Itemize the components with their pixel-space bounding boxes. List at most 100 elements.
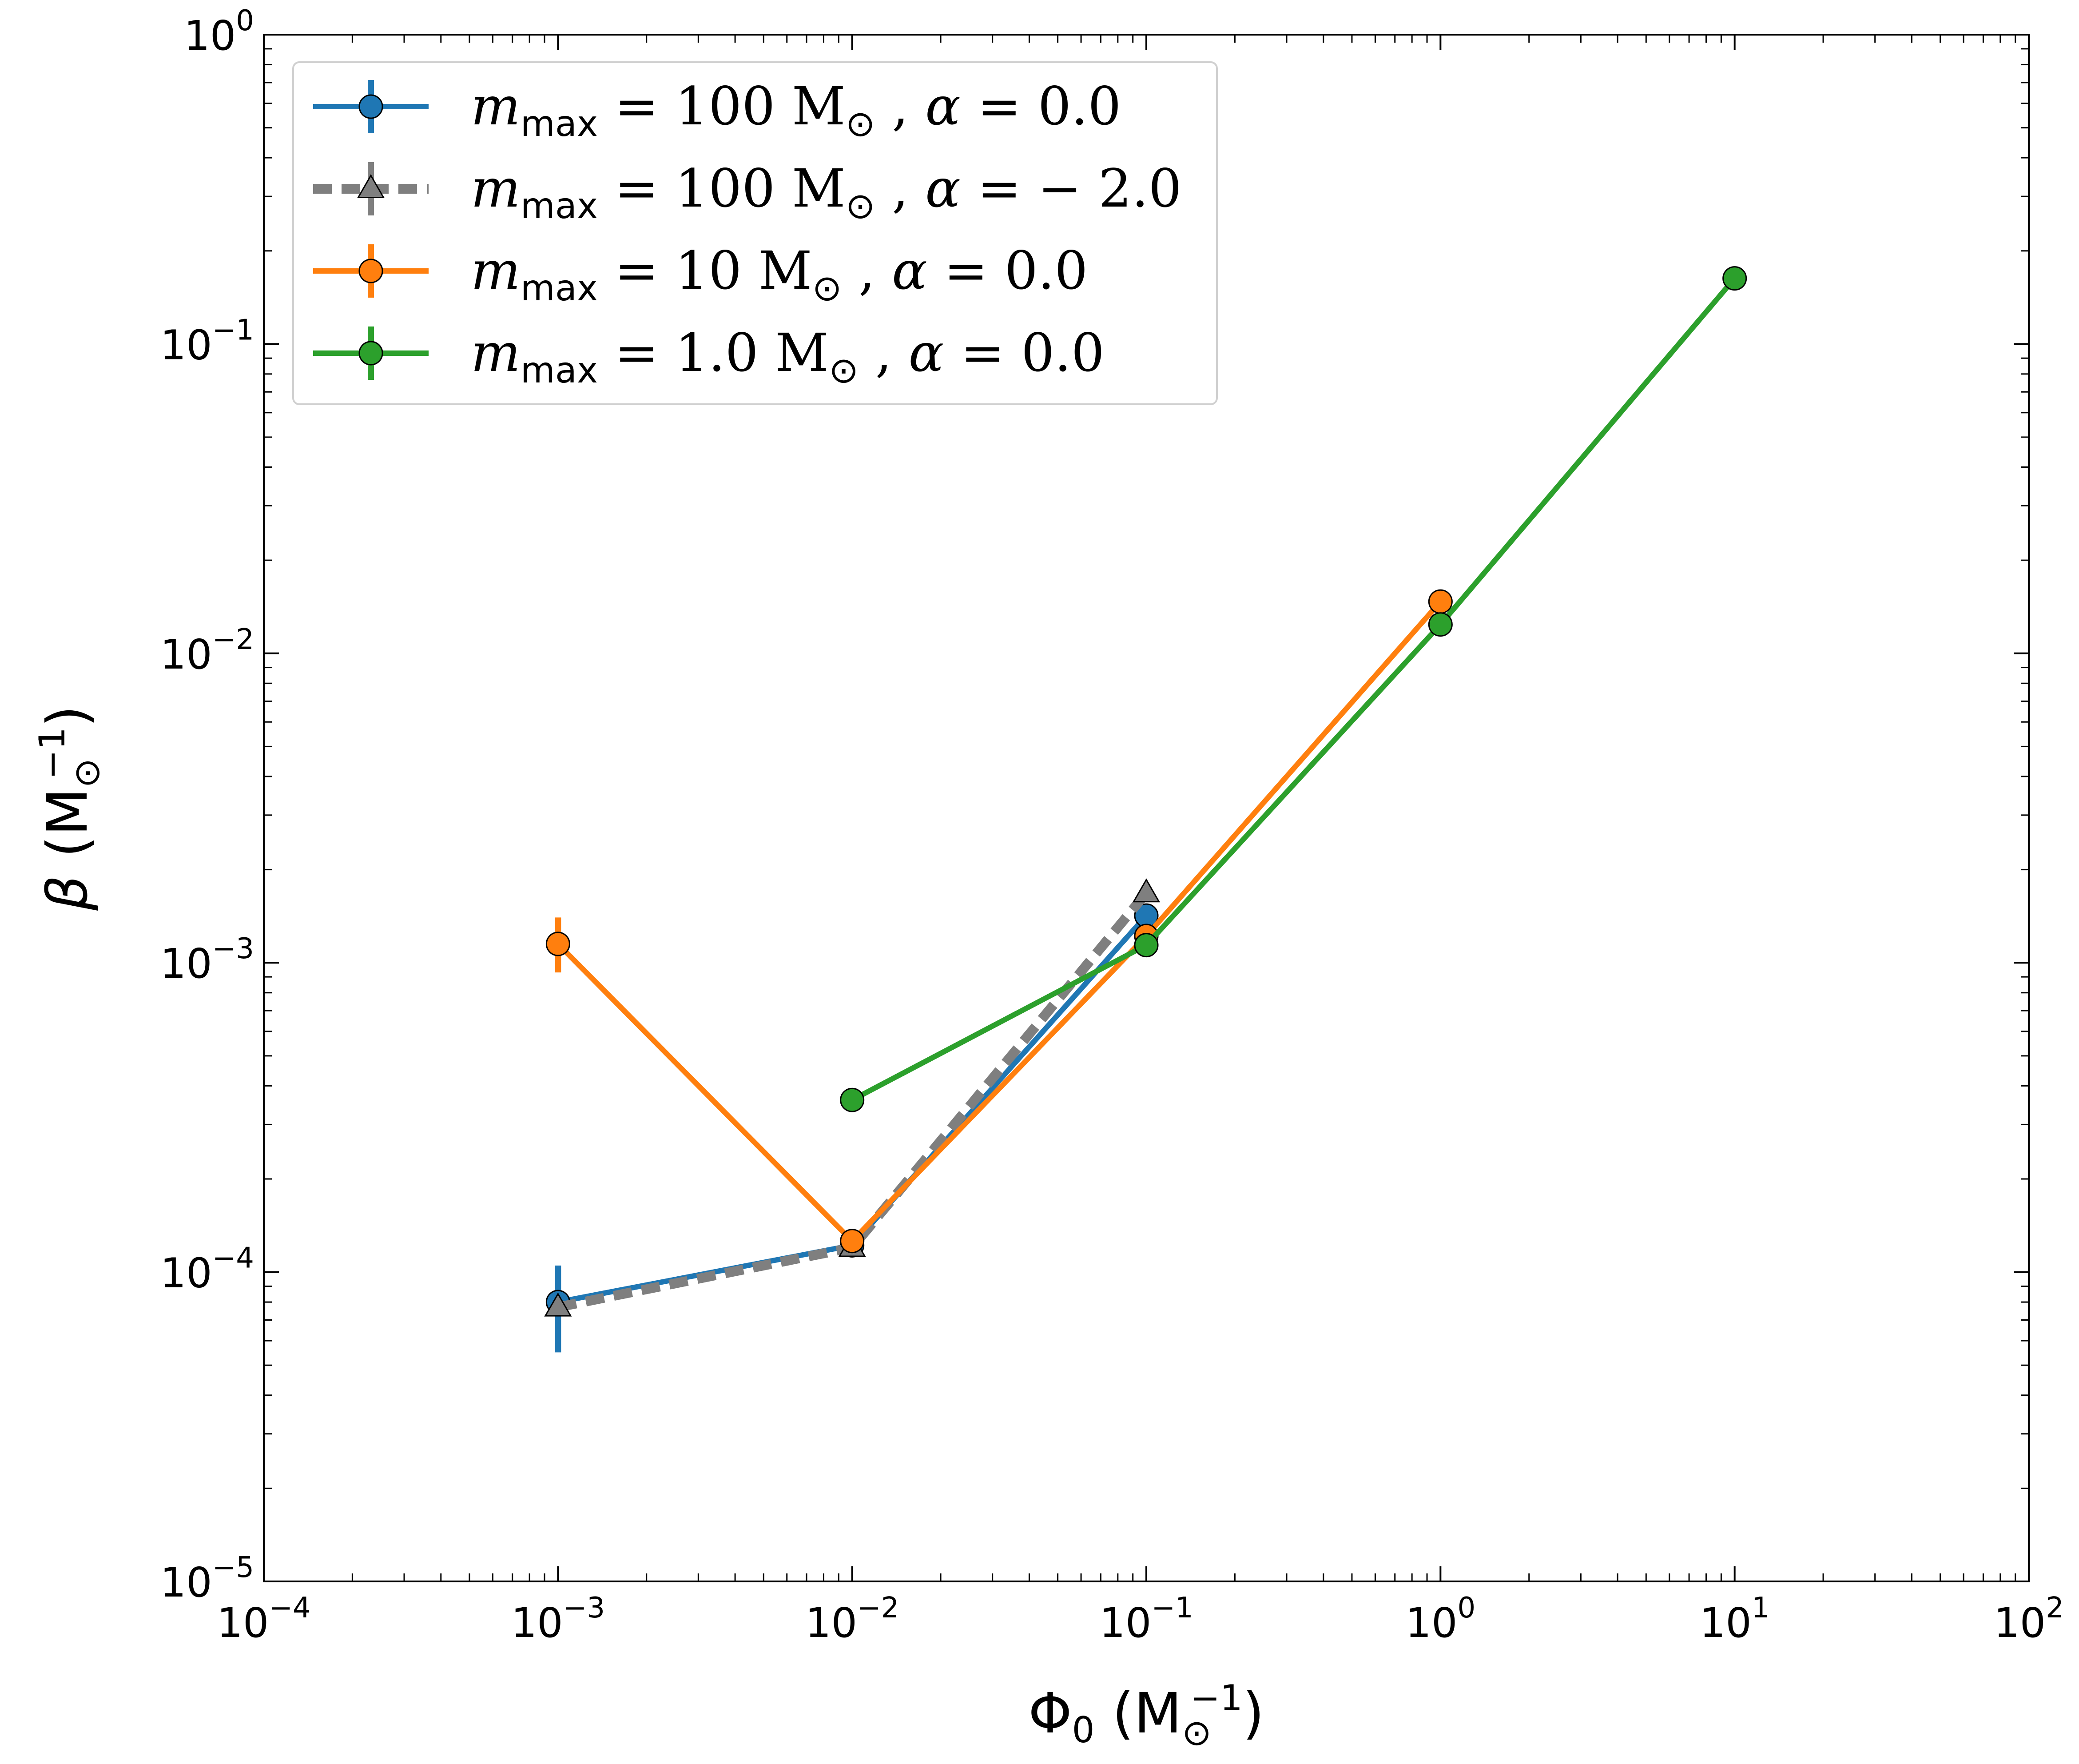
legend-entry-3: mmax = 1.0 M⊙ , α = 0.0: [313, 322, 1105, 391]
tick-base: 10: [217, 1599, 269, 1647]
data-point: [1722, 266, 1747, 291]
legend-entry-0: mmax = 100 M⊙ , α = 0.0: [313, 76, 1121, 144]
legend-label: mmax = 1.0 M⊙ , α = 0.0: [471, 322, 1105, 391]
legend-label-part: ,: [859, 322, 909, 383]
legend-label-part: = 0.0: [927, 240, 1088, 301]
tick-base: 10: [160, 1250, 212, 1297]
tick-base: 10: [160, 631, 212, 678]
y-tick-label: 10−2: [160, 623, 254, 678]
legend-label-part: = 1.0 M: [598, 322, 829, 383]
legend-label-part: ⊙: [846, 185, 875, 227]
legend-label: mmax = 10 M⊙ , α = 0.0: [471, 240, 1088, 309]
legend-label-part: ⊙: [829, 350, 859, 391]
legend-marker: [358, 259, 383, 283]
data-point: [840, 1229, 865, 1254]
tick-exponent: −2: [857, 1592, 899, 1625]
legend-label-part: = 100 M: [598, 76, 845, 137]
x-axis-unit-sub: ⊙: [1182, 1712, 1212, 1753]
y-axis-open-paren: (: [36, 836, 100, 876]
tick-exponent: −2: [212, 623, 254, 656]
x-axis-open-paren: (: [1095, 1681, 1134, 1746]
legend-label-part: m: [471, 240, 521, 301]
x-tick-label: 10−2: [805, 1592, 899, 1647]
legend-label-part: ⊙: [846, 103, 875, 144]
tick-exponent: −3: [212, 932, 254, 965]
y-axis-unit-sup: −1: [32, 727, 73, 780]
y-axis-label: β (M⊙−1): [32, 705, 107, 911]
legend-label-part: α: [892, 240, 927, 301]
x-tick-label: 101: [1700, 1592, 1770, 1647]
data-point: [1132, 878, 1161, 903]
legend-label-part: = 0.0: [961, 76, 1121, 137]
tick-exponent: 1: [1752, 1592, 1770, 1625]
y-axis-symbol: β: [36, 875, 100, 911]
x-tick-label: 10−3: [511, 1592, 605, 1647]
legend-label-part: α: [909, 322, 944, 383]
tick-base: 10: [1994, 1599, 2046, 1647]
data-point: [544, 1292, 572, 1317]
y-tick-label: 10−3: [160, 932, 254, 988]
legend-label-part: max: [521, 267, 598, 309]
tick-base: 10: [1405, 1599, 1457, 1647]
data-point: [545, 932, 570, 956]
legend-label-part: = − 2.0: [961, 158, 1182, 219]
legend-label-part: ,: [875, 158, 926, 219]
data-point: [1428, 612, 1453, 637]
x-axis-symbol: Φ: [1028, 1681, 1072, 1746]
x-tick-label: 100: [1405, 1592, 1475, 1647]
tick-exponent: −3: [563, 1592, 605, 1625]
legend-entry-1: mmax = 100 M⊙ , α = − 2.0: [313, 158, 1182, 227]
tick-base: 10: [160, 321, 212, 369]
tick-base: 10: [184, 12, 236, 60]
y-tick-label: 10−5: [160, 1551, 254, 1606]
legend-label: mmax = 100 M⊙ , α = − 2.0: [471, 158, 1182, 227]
y-tick-label: 10−1: [160, 314, 254, 369]
tick-exponent: 0: [1458, 1592, 1476, 1625]
y-tick-label: 10−4: [160, 1242, 254, 1297]
x-axis-label: Φ0 (M⊙−1): [1028, 1677, 1264, 1753]
tick-exponent: −1: [1151, 1592, 1193, 1625]
legend-label-part: max: [521, 350, 598, 391]
x-axis-unit-sup: −1: [1190, 1677, 1243, 1719]
x-axis-close-paren: ): [1243, 1681, 1264, 1746]
series-3: [840, 266, 1747, 1112]
legend-label-part: α: [925, 158, 961, 219]
legend-label-part: ,: [875, 76, 926, 137]
legend-label-part: m: [471, 76, 521, 137]
tick-exponent: −4: [212, 1242, 254, 1275]
y-tick-label: 100: [184, 4, 254, 60]
x-tick-label: 10−4: [217, 1592, 310, 1647]
tick-exponent: −4: [269, 1592, 310, 1625]
x-tick-label: 102: [1994, 1592, 2064, 1647]
tick-exponent: 0: [236, 4, 254, 37]
tick-exponent: 2: [2046, 1592, 2064, 1625]
legend-marker: [357, 174, 385, 198]
tick-base: 10: [1099, 1599, 1151, 1647]
data-point: [1134, 933, 1159, 958]
x-axis-unit: M: [1134, 1681, 1182, 1746]
y-axis-unit-sub: ⊙: [66, 758, 107, 788]
legend-label-part: m: [471, 322, 521, 383]
legend-label-part: m: [471, 158, 521, 219]
x-tick-labels: 10−4 10−3 10−2 10−1 100 101 102: [217, 1592, 2064, 1647]
series-line-3: [851, 276, 1737, 1103]
tick-base: 10: [805, 1599, 857, 1647]
data-point: [840, 1087, 865, 1112]
legend-marker: [358, 341, 383, 366]
minor-ticks: [264, 35, 2029, 1581]
tick-exponent: −1: [212, 314, 254, 346]
series-line-2: [556, 600, 1443, 1244]
legend-label-part: = 0.0: [944, 322, 1105, 383]
x-tick-label: 10−1: [1099, 1592, 1193, 1647]
legend-label-part: α: [925, 76, 961, 137]
legend-label-part: = 10 M: [598, 240, 812, 301]
legend-marker: [358, 94, 383, 119]
y-axis-unit: M: [36, 788, 100, 836]
tick-exponent: −5: [212, 1551, 254, 1584]
legend-label: mmax = 100 M⊙ , α = 0.0: [471, 76, 1121, 144]
legend-label-part: ,: [842, 240, 892, 301]
legend-label-part: = 100 M: [598, 158, 845, 219]
